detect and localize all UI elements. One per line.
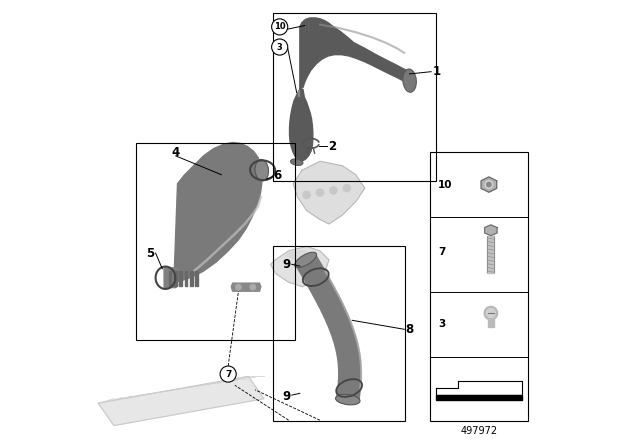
Circle shape [220, 366, 236, 382]
Circle shape [485, 181, 493, 188]
Polygon shape [487, 236, 495, 273]
Text: 3: 3 [277, 43, 282, 52]
Text: 9: 9 [282, 390, 291, 403]
Polygon shape [296, 254, 361, 401]
Circle shape [486, 309, 495, 318]
Text: 10: 10 [274, 22, 285, 31]
Polygon shape [99, 376, 264, 426]
Polygon shape [484, 225, 497, 236]
Polygon shape [293, 161, 365, 224]
Polygon shape [436, 381, 522, 395]
Text: 2: 2 [328, 140, 336, 153]
Polygon shape [195, 271, 198, 286]
Text: 9: 9 [282, 258, 291, 271]
Circle shape [343, 185, 351, 192]
Bar [136, 143, 296, 340]
Circle shape [316, 189, 324, 196]
Text: 10: 10 [438, 180, 452, 190]
Ellipse shape [295, 252, 317, 267]
Polygon shape [289, 90, 313, 162]
Ellipse shape [335, 394, 360, 405]
Text: 5: 5 [146, 246, 154, 260]
Bar [273, 246, 405, 421]
Circle shape [250, 284, 255, 290]
Circle shape [236, 284, 241, 290]
Bar [430, 152, 528, 421]
Polygon shape [185, 271, 188, 286]
Text: 4: 4 [172, 146, 180, 159]
Polygon shape [481, 177, 497, 192]
Polygon shape [306, 20, 307, 31]
Ellipse shape [291, 159, 303, 165]
Polygon shape [168, 271, 172, 286]
Polygon shape [287, 251, 310, 260]
Circle shape [486, 182, 491, 187]
Circle shape [303, 191, 310, 198]
Text: 1: 1 [433, 65, 440, 78]
Text: 6: 6 [273, 169, 282, 182]
Circle shape [330, 187, 337, 194]
Circle shape [271, 19, 288, 35]
Text: 7: 7 [438, 247, 445, 257]
Polygon shape [174, 271, 177, 286]
Polygon shape [488, 319, 493, 327]
Polygon shape [164, 268, 177, 288]
Bar [273, 13, 436, 181]
Polygon shape [298, 90, 300, 96]
Circle shape [484, 306, 497, 320]
Text: 3: 3 [438, 319, 445, 329]
Text: 8: 8 [406, 323, 413, 336]
Polygon shape [174, 142, 262, 282]
Ellipse shape [403, 69, 417, 92]
Text: 7: 7 [225, 370, 231, 379]
Polygon shape [179, 271, 182, 286]
Polygon shape [190, 271, 193, 286]
Ellipse shape [255, 159, 269, 181]
Polygon shape [436, 395, 522, 400]
Text: 497972: 497972 [460, 426, 498, 436]
Polygon shape [271, 246, 329, 287]
Circle shape [271, 39, 288, 55]
Polygon shape [300, 18, 410, 90]
Polygon shape [231, 283, 261, 291]
